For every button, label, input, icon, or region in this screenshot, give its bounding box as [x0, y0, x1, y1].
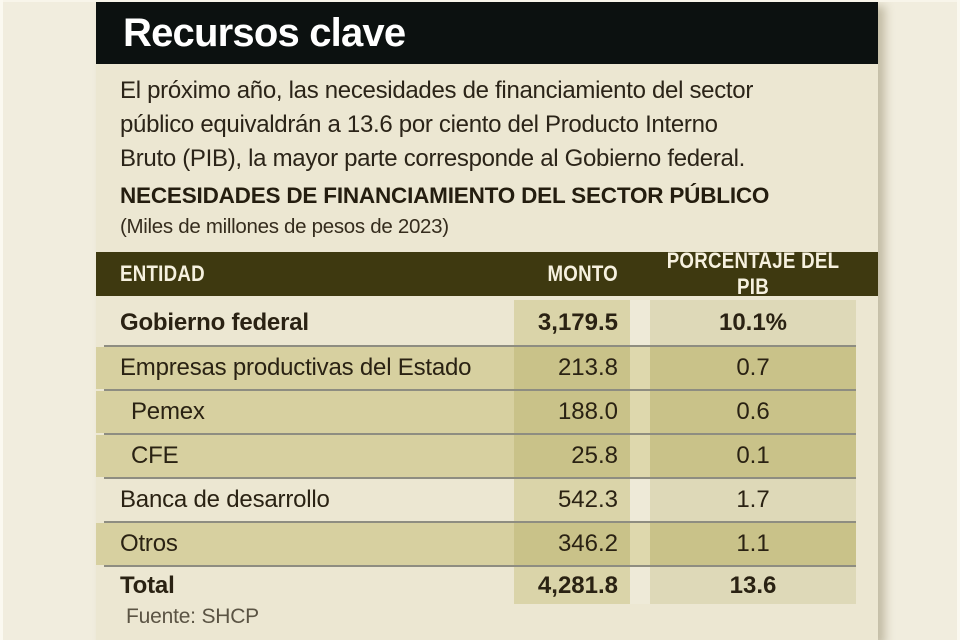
cell-gap	[630, 391, 650, 433]
table-row: Gobierno federal 3,179.5 10.1%	[96, 300, 856, 345]
table-row: Banca de desarrollo 542.3 1.7	[96, 479, 856, 521]
intro-paragraph: El próximo año, las necesidades de finan…	[120, 74, 753, 176]
title-bar: Recursos clave	[96, 0, 878, 64]
cell-entidad: Otros	[120, 530, 178, 557]
column-header-monto: MONTO	[547, 261, 618, 286]
page-title: Recursos clave	[123, 11, 406, 55]
table-row: Otros 346.2 1.1	[96, 523, 856, 565]
cell-monto: 3,179.5	[514, 300, 630, 345]
cell-gap	[630, 523, 650, 565]
cell-entidad: Total	[120, 571, 175, 599]
table-body: Gobierno federal 3,179.5 10.1% Empresas …	[96, 300, 856, 604]
content-panel: Recursos clave El próximo año, las neces…	[96, 0, 878, 640]
column-header-pib: PORCENTAJE DEL PIB	[666, 248, 840, 299]
cell-pib: 10.1%	[650, 300, 856, 345]
intro-line-3: Bruto (PIB), la mayor parte corresponde …	[120, 145, 745, 172]
cell-pib: 1.7	[650, 479, 856, 521]
row-divider	[104, 345, 856, 347]
cell-monto: 25.8	[514, 435, 630, 477]
data-table: ENTIDAD MONTO PORCENTAJE DEL PIB Gobiern…	[96, 248, 878, 604]
cell-pib: 1.1	[650, 523, 856, 565]
cell-entidad: Gobierno federal	[120, 308, 309, 336]
cell-entidad: Empresas productivas del Estado	[120, 354, 472, 381]
cell-pib: 0.7	[650, 347, 856, 389]
cell-entidad: Pemex	[131, 398, 205, 425]
row-divider	[104, 389, 856, 391]
cell-gap	[630, 300, 650, 345]
table-header-row: ENTIDAD MONTO PORCENTAJE DEL PIB	[96, 248, 878, 299]
source-note: Fuente: SHCP	[126, 605, 259, 628]
cell-monto: 188.0	[514, 391, 630, 433]
cell-pib: 0.1	[650, 435, 856, 477]
column-header-entidad: ENTIDAD	[120, 261, 205, 286]
row-divider	[104, 521, 856, 523]
cell-gap	[630, 567, 650, 604]
cell-monto: 4,281.8	[514, 567, 630, 604]
cell-gap	[630, 435, 650, 477]
cell-monto: 346.2	[514, 523, 630, 565]
cell-pib: 0.6	[650, 391, 856, 433]
cell-entidad: Banca de desarrollo	[120, 486, 330, 513]
row-divider	[104, 565, 856, 567]
cell-entidad: CFE	[131, 442, 179, 469]
table-row: Empresas productivas del Estado 213.8 0.…	[96, 347, 856, 389]
cell-gap	[630, 347, 650, 389]
table-title: NECESIDADES DE FINANCIAMIENTO DEL SECTOR…	[120, 183, 770, 208]
row-divider	[104, 433, 856, 435]
cell-gap	[630, 479, 650, 521]
intro-line-2: público equivaldrán a 13.6 por ciento de…	[120, 111, 718, 138]
cell-monto: 213.8	[514, 347, 630, 389]
cell-pib: 13.6	[650, 567, 856, 604]
cell-monto: 542.3	[514, 479, 630, 521]
row-divider	[104, 477, 856, 479]
table-row: Pemex 188.0 0.6	[96, 391, 856, 433]
table-subtitle: (Miles de millones de pesos de 2023)	[120, 215, 449, 238]
intro-line-1: El próximo año, las necesidades de finan…	[120, 77, 754, 104]
table-row: Total 4,281.8 13.6	[96, 567, 856, 604]
table-row: CFE 25.8 0.1	[96, 435, 856, 477]
